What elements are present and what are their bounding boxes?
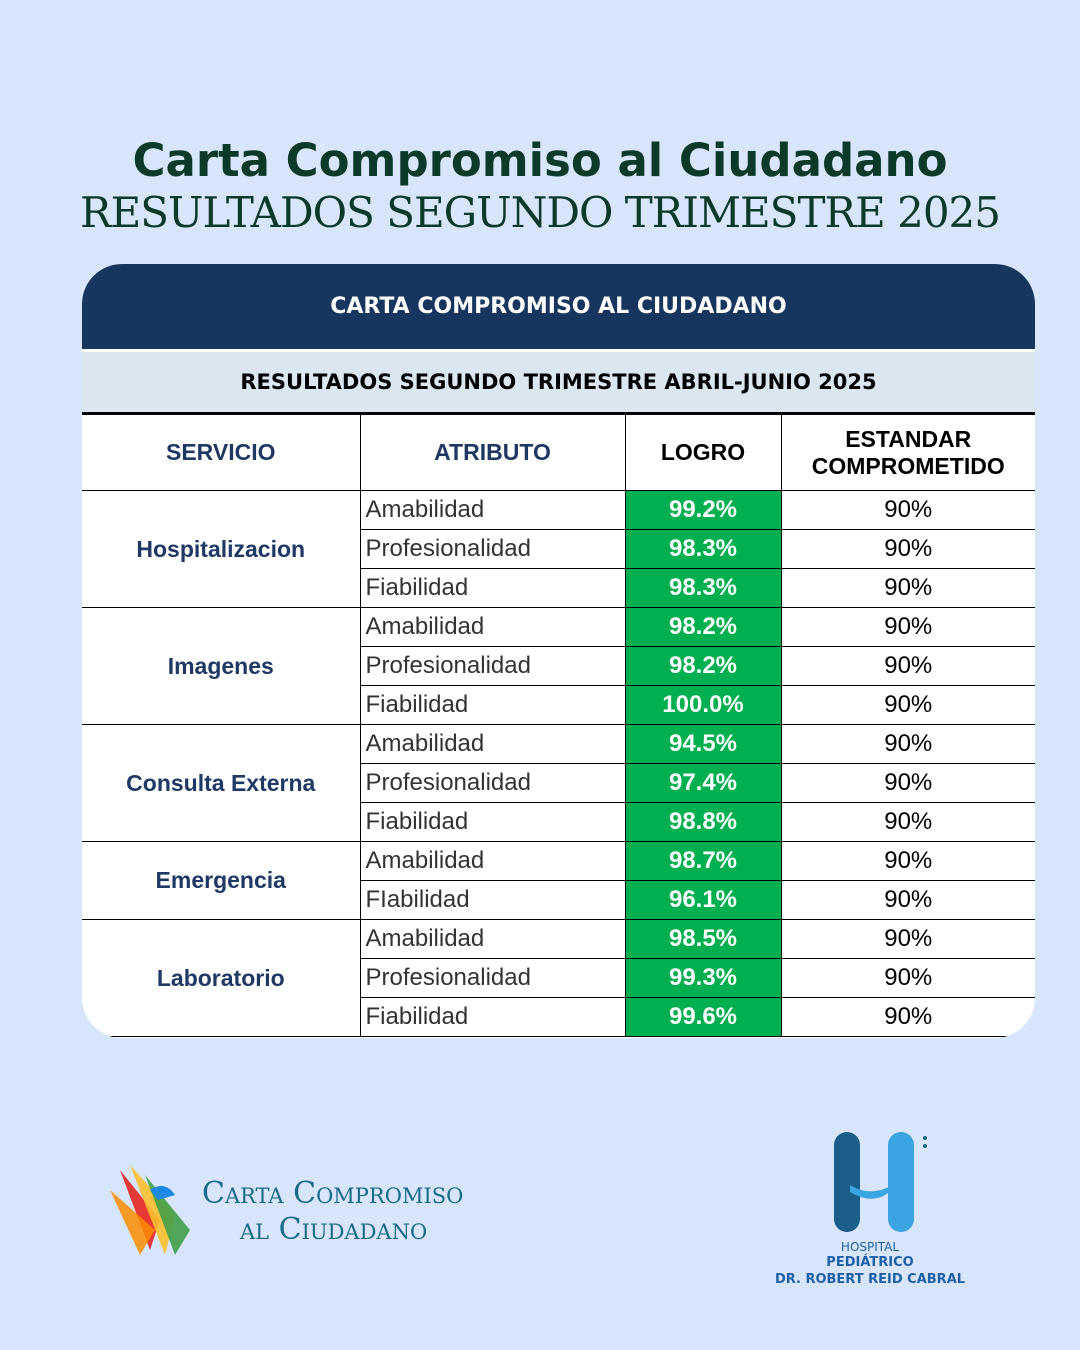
carta-logo-icon xyxy=(110,1165,190,1255)
achievement-cell: 99.3% xyxy=(624,958,782,998)
attribute-cell: Profesionalidad xyxy=(360,646,626,686)
standard-cell: 90% xyxy=(780,997,1035,1037)
table-subtitle: RESULTADOS SEGUNDO TRIMESTRE ABRIL-JUNIO… xyxy=(82,352,1035,414)
attribute-cell: Amabilidad xyxy=(359,919,626,959)
table-row: Laboratorio Amabilidad 98.5% 90% xyxy=(82,919,1035,1037)
achievement-cell: 100.0% xyxy=(624,685,782,725)
standard-cell: 90% xyxy=(780,958,1035,998)
table-row: Profesionalidad 98.3% 90% xyxy=(82,529,1035,569)
table-body: Hospitalizacion Amabilidad 99.2% 90% Profesi… xyxy=(82,490,1035,1037)
attribute-cell: Fiabilidad xyxy=(360,802,626,842)
table-row: Fiabilidad 99.6% 90% xyxy=(82,997,1035,1037)
header-row: SERVICIO ATRIBUTO LOGRO ESTANDAR COMPROM… xyxy=(82,414,1035,491)
standard-cell: 90% xyxy=(780,607,1035,647)
attribute-cell: Amabilidad xyxy=(359,724,626,764)
page-title: Carta Compromiso al Ciudadano xyxy=(132,134,948,187)
standard-cell: 90% xyxy=(780,646,1035,686)
page-subtitle: RESULTADOS SEGUNDO TRIMESTRE 2025 xyxy=(80,188,1001,237)
table-row: Fiabilidad 98.8% 90% xyxy=(82,802,1035,842)
attribute-cell: Profesionalidad xyxy=(360,529,626,569)
table-row: Fiabilidad 100.0% 90% xyxy=(82,685,1035,725)
standard-cell: 90% xyxy=(780,529,1035,569)
attribute-cell: Profesionalidad xyxy=(360,958,626,998)
attribute-cell: FIabilidad xyxy=(360,880,626,920)
hospital-line1: HOSPITAL xyxy=(840,1240,900,1254)
service-cell: Emergencia xyxy=(82,841,361,920)
standard-cell: 90% xyxy=(780,568,1035,608)
table-row: Profesionalidad 99.3% 90% xyxy=(82,958,1035,998)
table-row: Fiabilidad 98.3% 90% xyxy=(82,568,1035,608)
service-cell: Imagenes xyxy=(82,607,361,725)
results-card: CARTA COMPROMISO AL CIUDADANO RESULTADOS… xyxy=(82,264,1035,1038)
achievement-cell: 98.8% xyxy=(624,802,782,842)
attribute-cell: Amabilidad xyxy=(359,841,626,881)
standard-cell: 90% xyxy=(780,763,1035,803)
carta-logo-line1: Carta Compromiso xyxy=(202,1176,464,1211)
table-row: FIabilidad 96.1% 90% xyxy=(82,880,1035,920)
achievement-cell: 98.7% xyxy=(624,841,782,881)
achievement-cell: 99.6% xyxy=(624,997,782,1037)
standard-cell: 90% xyxy=(780,841,1035,881)
table-row: Emergencia Amabilidad 98.7% 90% xyxy=(82,841,1035,920)
table-row: Hospitalizacion Amabilidad 99.2% 90% xyxy=(82,490,1035,608)
table-row: Consulta Externa Amabilidad 94.5% 90% xyxy=(82,724,1035,842)
attribute-cell: Amabilidad xyxy=(359,607,626,647)
achievement-cell: 99.2% xyxy=(624,490,782,530)
service-cell: Hospitalizacion xyxy=(82,490,361,608)
table-row: Profesionalidad 97.4% 90% xyxy=(82,763,1035,803)
hospital-line3: DR. ROBERT REID CABRAL xyxy=(774,1272,966,1287)
carta-logo: Carta Compromiso al Ciudadano xyxy=(100,1160,540,1260)
standard-cell: 90% xyxy=(780,919,1035,959)
achievement-cell: 97.4% xyxy=(624,763,782,803)
attribute-cell: Fiabilidad xyxy=(360,685,626,725)
table-row: Profesionalidad 98.2% 90% xyxy=(82,646,1035,686)
achievement-cell: 98.2% xyxy=(624,607,782,647)
service-cell: Laboratorio xyxy=(82,919,361,1037)
standard-cell: 90% xyxy=(780,802,1035,842)
attribute-cell: Fiabilidad xyxy=(360,997,626,1037)
standard-cell: 90% xyxy=(780,685,1035,725)
service-cell: Consulta Externa xyxy=(82,724,361,842)
achievement-cell: 98.3% xyxy=(624,568,782,608)
attribute-cell: Profesionalidad xyxy=(360,763,626,803)
standard-cell: 90% xyxy=(780,724,1035,764)
achievement-cell: 98.3% xyxy=(624,529,782,569)
column-header: LOGRO xyxy=(624,414,782,491)
table-row: Imagenes Amabilidad 98.2% 90% xyxy=(82,607,1035,725)
column-header: SERVICIO xyxy=(82,414,361,491)
column-header: ESTANDAR COMPROMETIDO xyxy=(780,414,1035,491)
table-title: CARTA COMPROMISO AL CIUDADANO xyxy=(82,264,1035,349)
hospital-line2: PEDIÁTRICO xyxy=(826,1255,914,1270)
attribute-cell: Fiabilidad xyxy=(360,568,626,608)
column-header: ATRIBUTO xyxy=(359,414,626,491)
achievement-cell: 98.5% xyxy=(624,919,782,959)
achievement-cell: 94.5% xyxy=(624,724,782,764)
standard-cell: 90% xyxy=(780,880,1035,920)
hospital-logo-icon xyxy=(834,1132,927,1232)
hospital-logo: HOSPITAL PEDIÁTRICO DR. ROBERT REID CABR… xyxy=(770,1130,970,1290)
standard-cell: 90% xyxy=(780,490,1035,530)
achievement-cell: 96.1% xyxy=(624,880,782,920)
carta-logo-line2: al Ciudadano xyxy=(240,1212,428,1247)
attribute-cell: Amabilidad xyxy=(359,490,626,530)
achievement-cell: 98.2% xyxy=(624,646,782,686)
results-table: SERVICIO ATRIBUTO LOGRO ESTANDAR COMPROM… xyxy=(82,414,1035,1037)
